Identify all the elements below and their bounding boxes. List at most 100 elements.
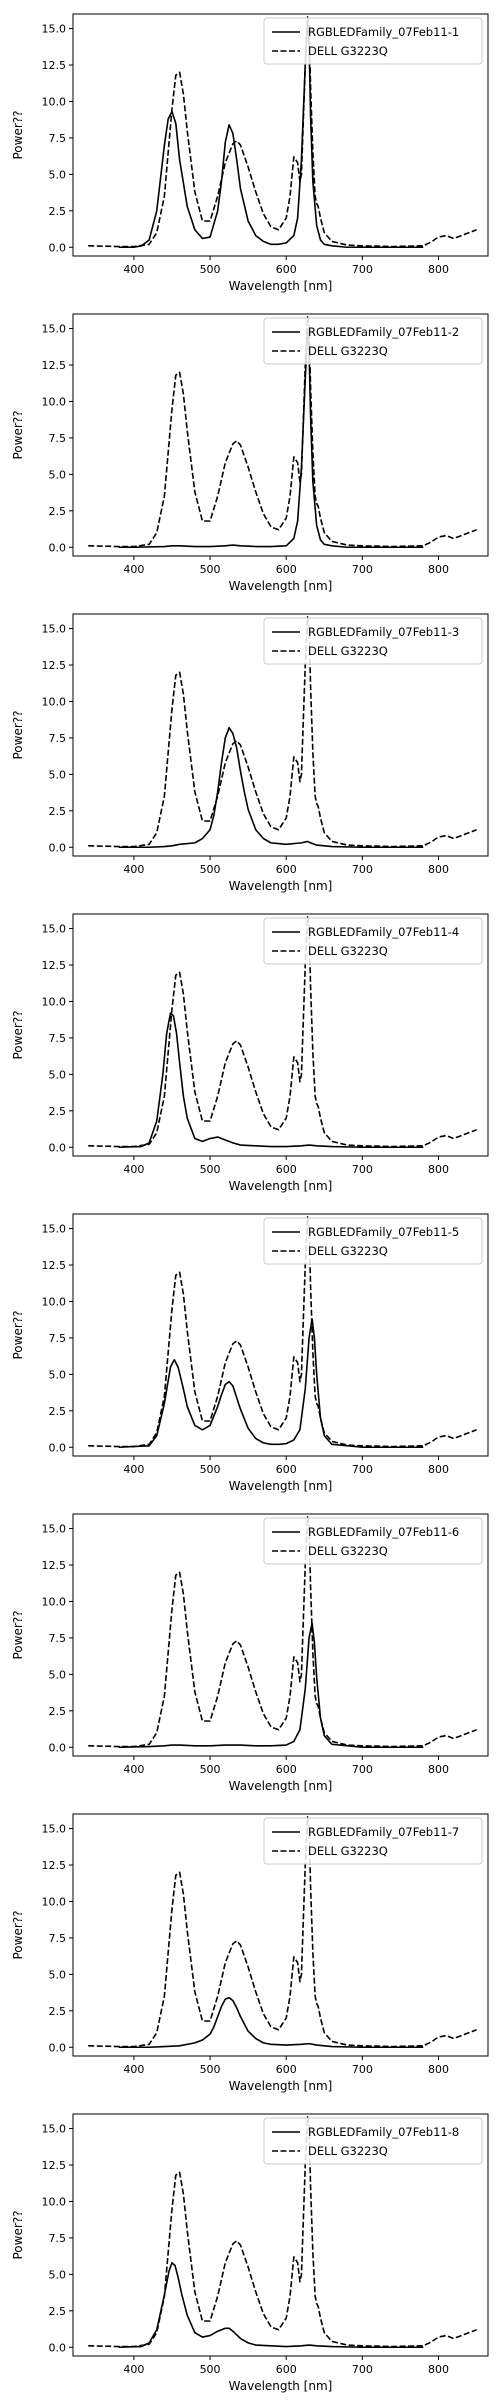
legend-box xyxy=(263,1817,483,1865)
series-group xyxy=(88,316,477,549)
y-tick-label: 12.5 xyxy=(42,1259,67,1272)
axes-frame xyxy=(72,613,489,857)
y-tick-label: 7.5 xyxy=(49,732,67,745)
x-tick-label: 500 xyxy=(200,2063,221,2076)
legend-box xyxy=(263,17,483,65)
series-line-rgbled xyxy=(118,1622,424,1749)
y-tick-label: 2.5 xyxy=(49,1405,67,1418)
series-line-rgbled xyxy=(118,1996,424,2049)
x-axis-label: Wavelength [nm] xyxy=(229,2379,333,2393)
y-tick-label: 10.0 xyxy=(42,695,67,708)
y-tick-label: 10.0 xyxy=(42,2195,67,2208)
x-tick-label: 800 xyxy=(428,263,449,276)
y-tick-label: 10.0 xyxy=(42,95,67,108)
series-line-dell xyxy=(88,1216,477,1448)
legend: RGBLEDFamily_07Feb11-1 DELL G3223Q xyxy=(263,17,483,65)
x-tick-label: 700 xyxy=(352,2363,373,2376)
x-tick-label: 600 xyxy=(276,2363,297,2376)
y-tick-label: 5.0 xyxy=(49,468,67,481)
x-tick-label: 400 xyxy=(123,1463,144,1476)
y-tick-label: 12.5 xyxy=(42,659,67,672)
y-tick-label: 7.5 xyxy=(49,1932,67,1945)
series-line-rgbled xyxy=(118,1318,424,1449)
x-axis-label: Wavelength [nm] xyxy=(229,279,333,293)
legend-label: DELL G3223Q xyxy=(308,1844,388,1858)
x-tick-label: 800 xyxy=(428,863,449,876)
x-tick-label: 800 xyxy=(428,1463,449,1476)
y-axis-label: Power?? xyxy=(11,410,25,459)
x-tick-label: 600 xyxy=(276,263,297,276)
legend: RGBLEDFamily_07Feb11-6 DELL G3223Q xyxy=(263,1517,483,1565)
y-axis-label: Power?? xyxy=(11,1310,25,1359)
y-tick-label: 5.0 xyxy=(49,1668,67,1681)
axes-frame xyxy=(72,1513,489,1757)
y-tick-label: 10.0 xyxy=(42,1895,67,1908)
legend-label: RGBLEDFamily_07Feb11-4 xyxy=(308,925,459,939)
series-line-dell xyxy=(88,616,477,848)
y-axis-label: Power?? xyxy=(11,710,25,759)
x-tick-label: 400 xyxy=(123,263,144,276)
x-tick-label: 400 xyxy=(123,863,144,876)
y-tick-label: 7.5 xyxy=(49,1032,67,1045)
legend: RGBLEDFamily_07Feb11-3 DELL G3223Q xyxy=(263,617,483,665)
series-line-rgbled xyxy=(118,1012,424,1149)
legend-box xyxy=(263,2117,483,2165)
series-line-dell xyxy=(88,316,477,548)
x-axis-label: Wavelength [nm] xyxy=(229,879,333,893)
x-tick-label: 400 xyxy=(123,1163,144,1176)
legend-label: RGBLEDFamily_07Feb11-7 xyxy=(308,1825,459,1839)
legend-label: DELL G3223Q xyxy=(308,1544,388,1558)
y-tick-label: 15.0 xyxy=(42,1223,67,1236)
y-tick-label: 15.0 xyxy=(42,923,67,936)
x-tick-label: 500 xyxy=(200,263,221,276)
x-axis-label: Wavelength [nm] xyxy=(229,1779,333,1793)
x-tick-label: 800 xyxy=(428,563,449,576)
legend-label: RGBLEDFamily_07Feb11-5 xyxy=(308,1225,459,1239)
x-tick-label: 600 xyxy=(276,1763,297,1776)
x-axis-label: Wavelength [nm] xyxy=(229,1479,333,1493)
y-tick-label: 7.5 xyxy=(49,1632,67,1645)
x-tick-label: 800 xyxy=(428,1163,449,1176)
x-tick-label: 700 xyxy=(352,863,373,876)
y-tick-label: 12.5 xyxy=(42,1559,67,1572)
y-tick-label: 0.0 xyxy=(49,241,67,254)
y-tick-label: 5.0 xyxy=(49,168,67,181)
y-tick-label: 12.5 xyxy=(42,1859,67,1872)
series-line-dell xyxy=(88,1816,477,2048)
series-group xyxy=(88,616,477,849)
y-axis-label: Power?? xyxy=(11,2210,25,2259)
legend-label: RGBLEDFamily_07Feb11-8 xyxy=(308,2125,459,2139)
y-tick-label: 2.5 xyxy=(49,2005,67,2018)
y-tick-label: 7.5 xyxy=(49,2232,67,2245)
spectrum-chart-8: 400 500 600 700 800 0.0 2.5 5.0 7.5 10.0 12.5 15.0 W… xyxy=(11,2113,489,2393)
x-tick-label: 500 xyxy=(200,863,221,876)
x-axis-label: Wavelength [nm] xyxy=(229,579,333,593)
legend-box xyxy=(263,1517,483,1565)
series-group xyxy=(88,916,477,1149)
y-tick-label: 12.5 xyxy=(42,2159,67,2172)
legend-label: RGBLEDFamily_07Feb11-3 xyxy=(308,625,459,639)
y-tick-label: 2.5 xyxy=(49,505,67,518)
y-tick-label: 2.5 xyxy=(49,2305,67,2318)
legend-label: DELL G3223Q xyxy=(308,44,388,58)
spectrum-chart-7: 400 500 600 700 800 0.0 2.5 5.0 7.5 10.0 12.5 15.0 W… xyxy=(11,1813,489,2093)
y-axis-label: Power?? xyxy=(11,1610,25,1659)
y-tick-label: 12.5 xyxy=(42,959,67,972)
y-tick-label: 0.0 xyxy=(49,2041,67,2054)
y-tick-label: 15.0 xyxy=(42,623,67,636)
y-axis-label: Power?? xyxy=(11,1910,25,1959)
series-line-dell xyxy=(88,916,477,1148)
legend-box xyxy=(263,317,483,365)
x-tick-label: 500 xyxy=(200,2363,221,2376)
y-tick-label: 10.0 xyxy=(42,995,67,1008)
series-line-rgbled xyxy=(118,327,424,549)
y-tick-label: 15.0 xyxy=(42,2123,67,2136)
y-tick-label: 7.5 xyxy=(49,132,67,145)
series-group xyxy=(88,1516,477,1749)
legend-box xyxy=(263,1217,483,1265)
axes-frame xyxy=(72,13,489,257)
spectrum-chart-1: 400 500 600 700 800 0.0 2.5 5.0 7.5 10.0 12.5 15.0 W… xyxy=(11,13,489,293)
axes-frame xyxy=(72,313,489,557)
legend-label: DELL G3223Q xyxy=(308,2144,388,2158)
